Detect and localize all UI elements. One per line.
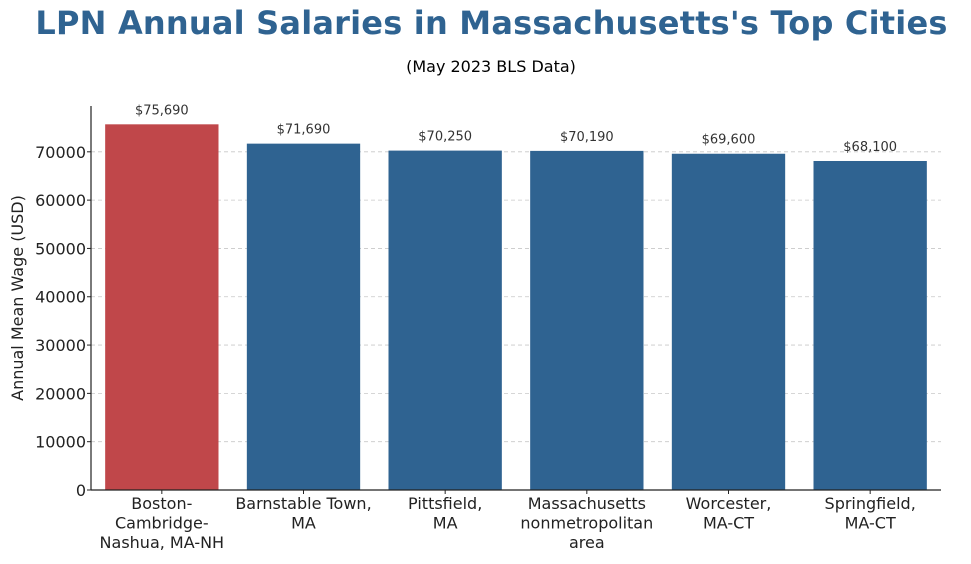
x-tick-label: Worcester, MA-CT: [686, 494, 772, 533]
x-tick-label-line: Cambridge-: [115, 514, 209, 533]
data-label: $75,690: [135, 103, 189, 118]
x-tick-label-line: Pittsfield,: [408, 494, 482, 513]
x-tick-label: Pittsfield, MA: [408, 494, 482, 533]
x-tick-label-line: Nashua, MA-NH: [100, 533, 225, 552]
x-tick-label-line: MA-CT: [845, 514, 896, 533]
x-tick-label: Barnstable Town, MA: [235, 494, 371, 533]
chart-title: LPN Annual Salaries in Massachusetts's T…: [35, 4, 948, 42]
y-tick-label: 70000: [35, 143, 86, 162]
y-tick-label: 60000: [35, 191, 86, 210]
x-tick-label-line: nonmetropolitan: [520, 514, 653, 533]
y-tick-label: 10000: [35, 433, 86, 452]
x-tick-label-line: Springfield,: [825, 494, 916, 513]
y-tick-label: 0: [76, 481, 86, 500]
x-tick-label-line: Boston-: [131, 494, 192, 513]
x-tick-label-line: Massachusetts: [528, 494, 646, 513]
y-axis-title: Annual Mean Wage (USD): [8, 195, 27, 401]
axes: 0 10000 20000 30000 40000 50000 60000 70000 Bost…: [35, 106, 941, 552]
data-label: $68,100: [843, 140, 897, 155]
y-tick-label: 30000: [35, 336, 86, 355]
x-tick-label: Boston-Cambridge-Nashua, MA-NH: [100, 494, 225, 552]
bars: [105, 124, 927, 490]
x-tick-label-line: area: [569, 533, 605, 552]
bar: [813, 160, 927, 490]
bar: [246, 143, 361, 490]
bar: [530, 150, 644, 490]
x-tick-label: Springfield, MA-CT: [825, 494, 916, 533]
y-tick-label: 50000: [35, 239, 86, 258]
data-label: $71,690: [277, 123, 331, 138]
grid-lines: [91, 151, 941, 443]
bar: [105, 124, 219, 490]
x-tick-label-line: Barnstable Town,: [235, 494, 371, 513]
x-tick-label-line: MA-CT: [703, 514, 754, 533]
x-tick-label-line: Worcester,: [686, 494, 772, 513]
bar: [671, 153, 786, 490]
x-tick-label: Massachusetts nonmetropolitan area: [520, 494, 653, 552]
x-tick-label-line: MA: [433, 514, 458, 533]
data-label: $70,190: [560, 130, 614, 145]
y-tick-label: 40000: [35, 288, 86, 307]
y-tick-label: 20000: [35, 384, 86, 403]
data-labels: $75,690 $71,690 $70,250 $70,190 $69,600 $68,1…: [135, 103, 897, 155]
bar: [388, 150, 502, 490]
data-label: $70,250: [418, 130, 472, 145]
data-label: $69,600: [702, 133, 756, 148]
chart-subtitle: (May 2023 BLS Data): [406, 57, 576, 76]
x-tick-label-line: MA: [291, 514, 316, 533]
